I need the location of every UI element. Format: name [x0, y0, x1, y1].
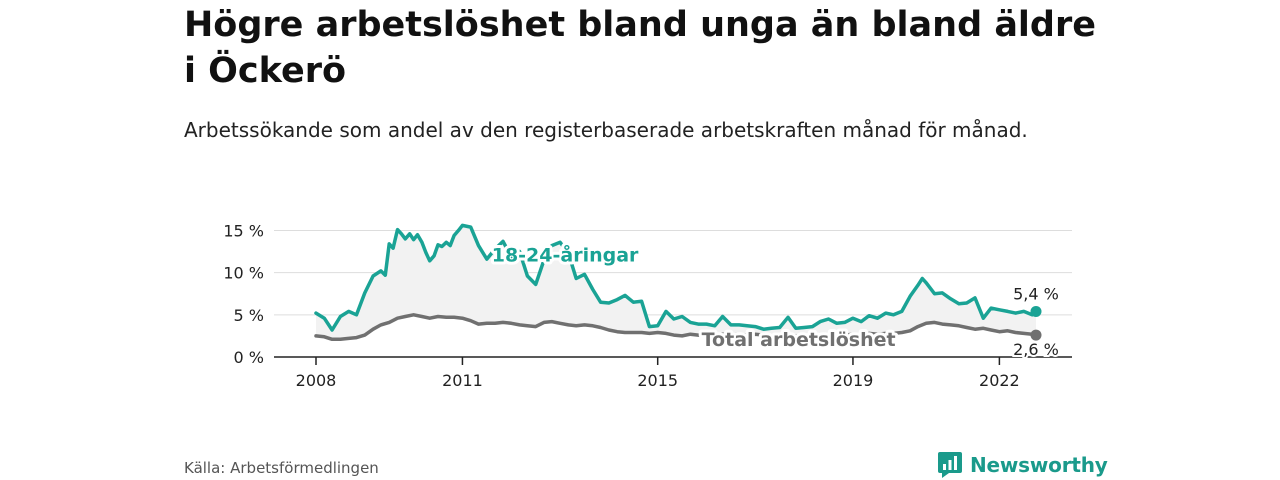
y-tick-label: 0 %	[234, 348, 264, 367]
youth-line	[314, 223, 1038, 332]
series-lines	[314, 223, 1042, 342]
youth-line-endpoint	[1030, 305, 1042, 317]
x-tick-label: 2022	[979, 371, 1020, 390]
gap-band	[316, 225, 1036, 340]
total-line	[314, 313, 1038, 342]
total-end-label: 2,6 %	[1013, 340, 1059, 359]
youth-end-label: 5,4 %	[1013, 284, 1059, 303]
series-labels: 18-24-åringar Total arbetslöshet 5,4 % 2,6 …	[489, 240, 1061, 361]
x-tick-label: 2019	[833, 371, 874, 390]
x-tick-label: 2008	[296, 371, 337, 390]
source-note: Källa: Arbetsförmedlingen	[184, 459, 379, 477]
y-tick-label: 15 %	[223, 221, 264, 240]
newsworthy-logo-icon	[938, 452, 962, 478]
y-tick-label: 5 %	[234, 306, 264, 325]
x-tick-label: 2015	[637, 371, 678, 390]
total-series-label: Total arbetslöshet	[702, 329, 896, 351]
newsworthy-logo[interactable]: Newsworthy	[938, 450, 1108, 480]
chart-title: Högre arbetslöshet bland unga än bland ä…	[184, 5, 1096, 91]
gap-area	[316, 225, 1036, 340]
chart-subtitle: Arbetssökande som andel av den registerb…	[184, 118, 1028, 142]
x-tick-label: 2011	[442, 371, 483, 390]
y-tick-label: 10 %	[223, 264, 264, 283]
axes: 0 % 5 % 10 % 15 % 2008 2011 2015 2019 2022	[223, 221, 1072, 390]
newsworthy-logo-text: Newsworthy	[970, 453, 1108, 477]
youth-series-label: 18-24-åringar	[492, 243, 639, 267]
total-line-endpoint	[1030, 329, 1042, 341]
